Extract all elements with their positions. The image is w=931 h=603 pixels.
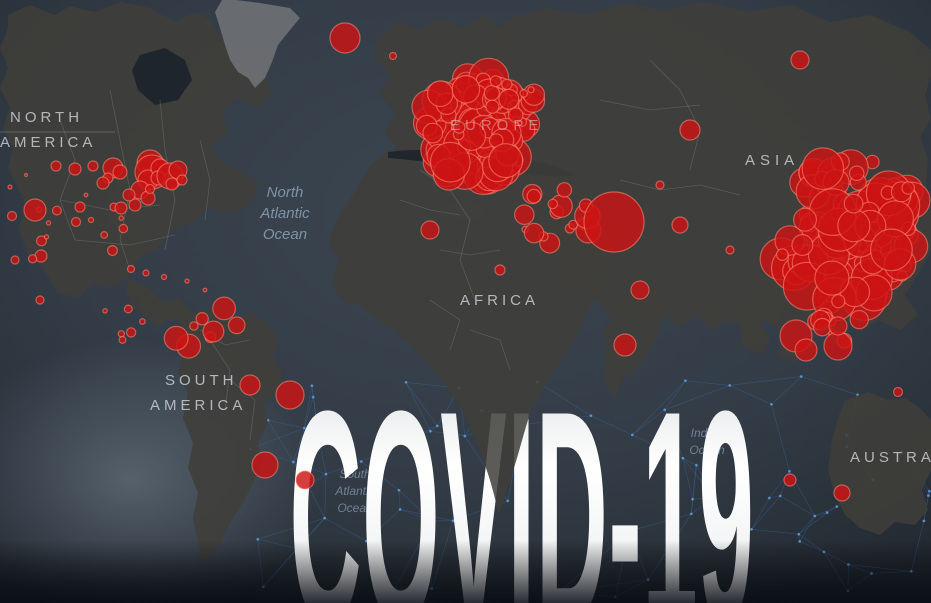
svg-text:ASIA: ASIA [745,152,799,169]
svg-text:EUROPE: EUROPE [450,117,543,134]
svg-text:North: North [267,184,304,201]
svg-text:Atlantic: Atlantic [259,205,310,222]
svg-text:AUSTRALIA: AUSTRALIA [850,449,931,466]
svg-text:Ocean: Ocean [263,226,307,243]
svg-text:SOUTH: SOUTH [165,372,238,389]
svg-text:NORTH: NORTH [10,109,83,126]
svg-text:AMERICA: AMERICA [0,134,96,151]
svg-text:AFRICA: AFRICA [460,292,539,309]
svg-text:AMERICA: AMERICA [150,397,246,414]
